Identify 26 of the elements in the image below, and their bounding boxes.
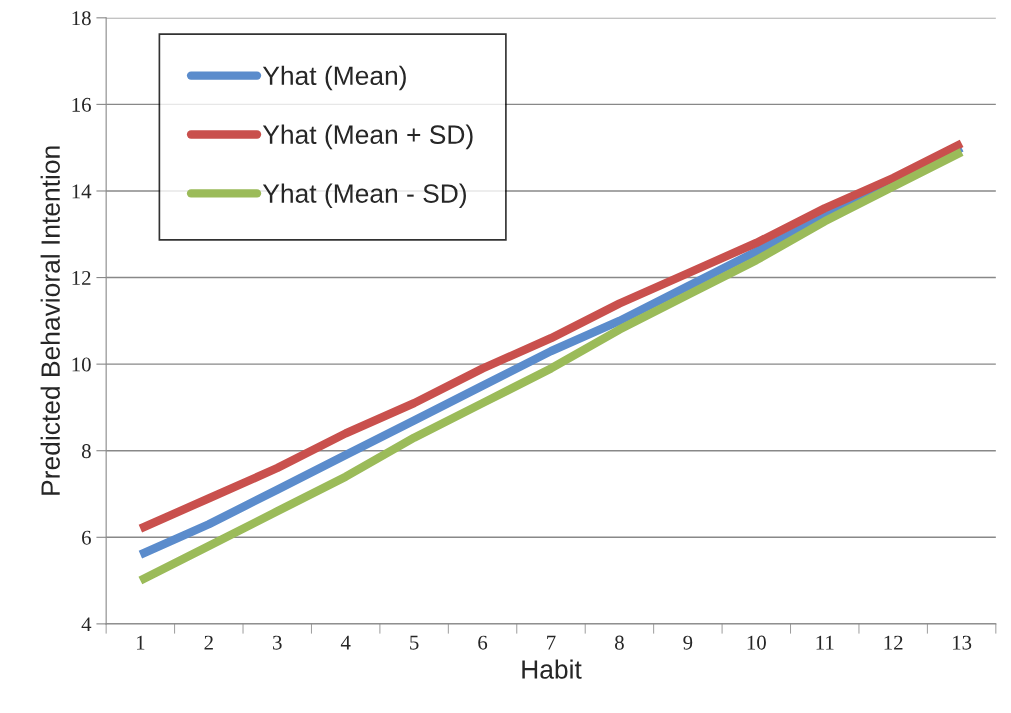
y-tick-label: 12: [72, 270, 91, 285]
y-tick-label: 16: [72, 97, 91, 112]
y-tick-label: 10: [72, 357, 91, 372]
x-tick-label: 11: [816, 635, 834, 650]
x-tick-label: 2: [204, 635, 213, 650]
y-tick-label: 14: [72, 184, 92, 199]
x-axis-title: Habit: [522, 659, 582, 679]
x-tick-label: 4: [340, 635, 351, 650]
x-tick-label: 10: [747, 635, 766, 650]
x-tick-label: 7: [547, 635, 556, 650]
x-tick-label: 8: [615, 635, 624, 650]
y-tick-label: 8: [81, 444, 91, 459]
x-tick-label: 9: [683, 635, 693, 650]
x-tick-label: 13: [953, 635, 972, 650]
x-tick-label: 5: [410, 635, 419, 650]
x-tick-label: 1: [137, 635, 145, 650]
x-tick-label: 6: [478, 635, 488, 650]
y-tick-label: 4: [81, 617, 92, 632]
legend-label: Yhat (Mean - SD): [262, 183, 466, 209]
y-tick-label: 6: [82, 530, 91, 545]
y-axis-title: Predicted Behavioral Intention: [40, 146, 60, 495]
legend-label: Yhat (Mean): [262, 65, 406, 91]
x-tick-label: 3: [273, 635, 282, 650]
legend-label: Yhat (Mean + SD): [262, 124, 473, 150]
y-tick-label: 18: [72, 11, 91, 26]
x-tick-label: 12: [884, 635, 903, 650]
